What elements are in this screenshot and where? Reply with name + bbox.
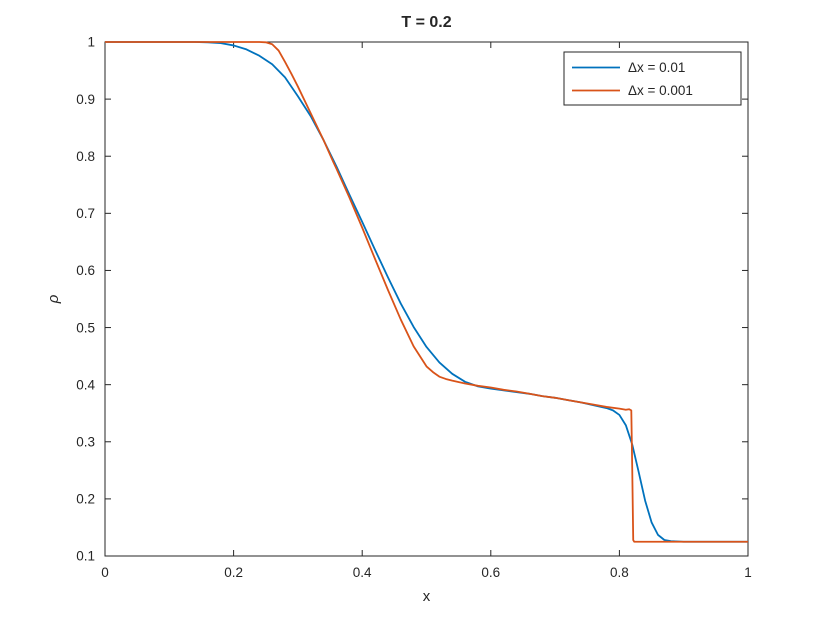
legend-box: [563, 51, 742, 106]
y-tick-label: 0.5: [76, 320, 95, 335]
legend-label-1: Δx = 0.001: [628, 83, 693, 98]
series-line-1: [105, 41, 748, 543]
x-tick-label: 1: [744, 565, 752, 580]
x-tick-label: 0: [101, 565, 109, 580]
x-axis-label: x: [423, 588, 431, 605]
axes-box: [104, 41, 749, 557]
y-tick-label: 0.4: [76, 377, 95, 392]
x-tick-label: 0.4: [353, 565, 372, 580]
y-tick-label: 0.2: [76, 492, 95, 507]
legend-label-0: Δx = 0.01: [628, 60, 685, 75]
y-tick-label: 0.7: [76, 206, 95, 221]
y-tick-label: 0.3: [76, 435, 95, 450]
y-axis-label: ρ: [45, 294, 62, 304]
y-tick-label: 0.1: [76, 549, 95, 564]
x-tick-label: 0.2: [224, 565, 243, 580]
y-tick-label: 1: [87, 35, 95, 50]
y-tick-label: 0.9: [76, 92, 95, 107]
chart-title: T = 0.2: [401, 14, 451, 31]
legend: Δx = 0.01 Δx = 0.001: [563, 51, 742, 106]
series-group: [105, 41, 748, 543]
y-tick-label: 0.6: [76, 263, 95, 278]
y-tick-label: 0.8: [76, 149, 95, 164]
x-tick-label: 0.8: [610, 565, 629, 580]
x-tick-label: 0.6: [481, 565, 500, 580]
